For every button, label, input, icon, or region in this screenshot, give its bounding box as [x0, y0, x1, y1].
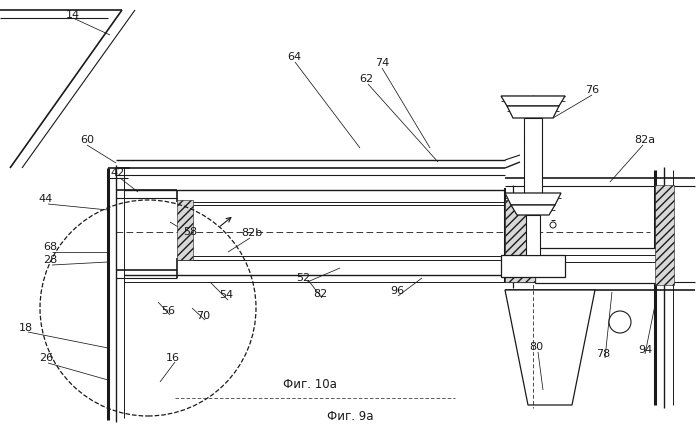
Text: 82: 82 — [313, 289, 327, 299]
Text: 62: 62 — [359, 74, 373, 84]
Text: 76: 76 — [585, 85, 599, 95]
Text: 52: 52 — [296, 273, 310, 283]
Text: 44: 44 — [39, 194, 53, 204]
Polygon shape — [505, 193, 561, 205]
Text: 42: 42 — [111, 168, 125, 178]
Polygon shape — [501, 96, 565, 106]
Text: 14: 14 — [66, 10, 80, 20]
Text: 94: 94 — [638, 345, 652, 355]
Text: 82b: 82b — [241, 228, 262, 238]
Text: 26: 26 — [39, 353, 53, 363]
Bar — [177, 200, 193, 260]
Circle shape — [550, 222, 556, 228]
Text: 28: 28 — [43, 255, 57, 265]
Text: Фиг. 9а: Фиг. 9а — [327, 410, 373, 423]
Text: 56: 56 — [161, 306, 175, 316]
Text: 58: 58 — [183, 227, 197, 237]
Text: 96: 96 — [390, 286, 404, 296]
Text: 68: 68 — [43, 242, 57, 252]
Circle shape — [609, 311, 631, 333]
Bar — [655, 185, 674, 285]
Bar — [505, 200, 535, 282]
Text: 78: 78 — [596, 349, 610, 359]
Text: Фиг. 10а: Фиг. 10а — [283, 378, 337, 391]
Text: 54: 54 — [219, 290, 233, 300]
Polygon shape — [505, 290, 595, 405]
Text: 64: 64 — [287, 52, 301, 62]
Bar — [501, 255, 565, 277]
Bar — [526, 215, 540, 255]
Polygon shape — [507, 106, 559, 118]
Text: 74: 74 — [375, 58, 389, 68]
Text: 18: 18 — [19, 323, 33, 333]
Bar — [535, 248, 657, 283]
Polygon shape — [511, 205, 555, 215]
Text: 16: 16 — [166, 353, 180, 363]
Text: 60: 60 — [80, 135, 94, 145]
Text: 82а: 82а — [634, 135, 656, 145]
Text: 80: 80 — [529, 342, 543, 352]
Bar — [524, 118, 542, 193]
Text: 70: 70 — [196, 311, 210, 321]
